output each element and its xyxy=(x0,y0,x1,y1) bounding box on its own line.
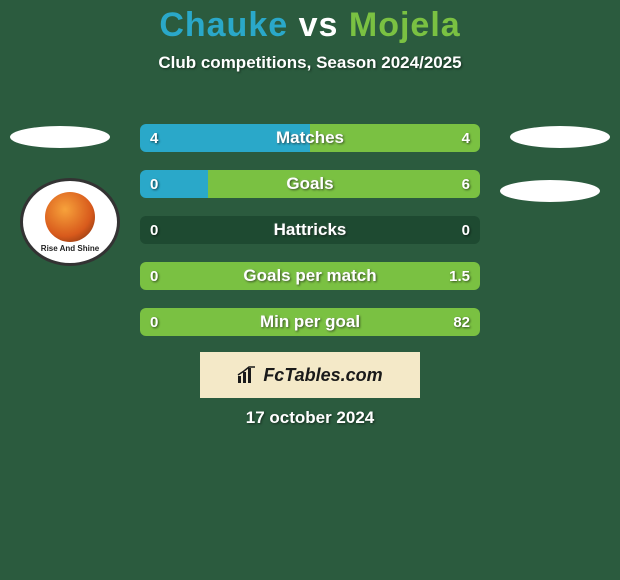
stat-label: Matches xyxy=(140,124,480,152)
player2-club-logo-small xyxy=(510,126,610,148)
club-badge-text: Rise And Shine xyxy=(41,244,99,253)
title-player1: Chauke xyxy=(159,6,288,44)
page-title: Chauke vs Mojela xyxy=(0,0,620,45)
branding-text: FcTables.com xyxy=(263,365,382,386)
stat-label: Hattricks xyxy=(140,216,480,244)
bar-chart-icon xyxy=(237,366,257,384)
stat-bars: 44Matches 06Goals 00Hattricks 01.5Goals per… xyxy=(140,124,480,354)
stat-row: 082Min per goal xyxy=(140,308,480,336)
stat-label: Goals xyxy=(140,170,480,198)
title-player2: Mojela xyxy=(349,6,461,44)
stat-label: Min per goal xyxy=(140,308,480,336)
stat-label: Goals per match xyxy=(140,262,480,290)
stat-row: 06Goals xyxy=(140,170,480,198)
player1-club-logo-large: Rise And Shine xyxy=(20,178,120,266)
stat-row: 00Hattricks xyxy=(140,216,480,244)
branding-badge: FcTables.com xyxy=(200,352,420,398)
comparison-card: Chauke vs Mojela Club competitions, Seas… xyxy=(0,0,620,580)
stat-row: 01.5Goals per match xyxy=(140,262,480,290)
report-date: 17 october 2024 xyxy=(0,408,620,428)
player2-club-logo-large xyxy=(500,180,600,202)
title-vs: vs xyxy=(299,6,339,44)
player1-club-logo-small xyxy=(10,126,110,148)
club-crest-icon xyxy=(45,192,95,242)
stat-row: 44Matches xyxy=(140,124,480,152)
subtitle: Club competitions, Season 2024/2025 xyxy=(0,53,620,73)
